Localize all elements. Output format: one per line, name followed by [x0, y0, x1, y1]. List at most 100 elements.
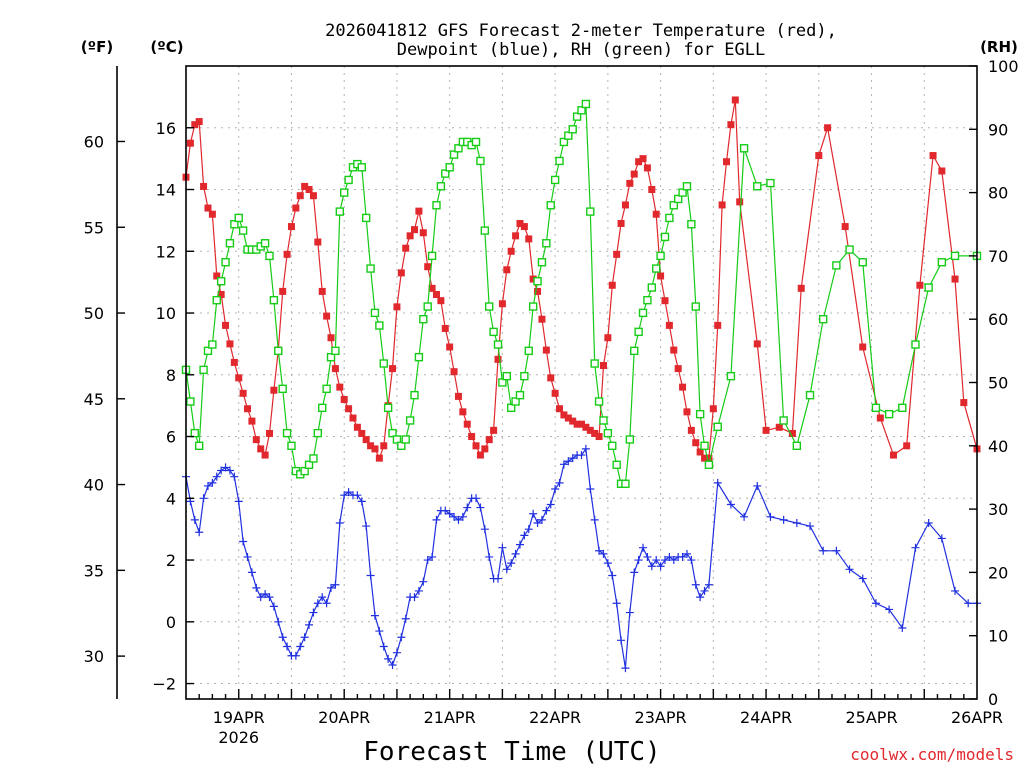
dewpoint-point [357, 497, 366, 506]
x-axis-label: Forecast Time (UTC) [363, 737, 660, 767]
dewpoint-point [252, 583, 261, 592]
fahrenheit-tick-label: 40 [84, 476, 104, 495]
dewpoint-point [568, 454, 577, 463]
dewpoint-point [445, 509, 454, 518]
dewpoint-point [344, 488, 353, 497]
dewpoint-point [463, 503, 472, 512]
dewpoint-point [401, 614, 410, 623]
dewpoint-point [634, 556, 643, 565]
temperature-point [481, 445, 489, 453]
dewpoint-point [388, 661, 397, 670]
dewpoint-point [225, 466, 234, 475]
rh-point [340, 188, 349, 197]
dewpoint-point [704, 580, 713, 589]
fahrenheit-tick-label: 55 [84, 218, 104, 237]
dewpoint-point [951, 586, 960, 595]
rh-point [441, 169, 450, 178]
rh-point [647, 283, 657, 292]
dewpoint-point [555, 478, 564, 487]
rh-point [427, 251, 437, 261]
dewpoint-point [335, 518, 344, 527]
dewpoint-point [221, 463, 230, 472]
temperature-point [582, 423, 590, 431]
temperature-point [257, 445, 265, 453]
dewpoint-point [832, 546, 841, 555]
temperature-point [613, 250, 621, 258]
dewpoint-point [472, 494, 481, 503]
dewpoint-point [726, 500, 735, 509]
celsius-tick-label: 0 [166, 613, 176, 632]
rh-point [673, 194, 683, 204]
temperature-point [476, 451, 484, 459]
rh-point [485, 302, 494, 311]
temperature-point [450, 368, 458, 376]
temperature-point [599, 362, 607, 370]
dewpoint-point [366, 571, 375, 580]
temperature-point [353, 423, 361, 431]
rh-point [524, 346, 533, 356]
temperature-point [547, 374, 555, 382]
rh-point [506, 403, 516, 413]
temperature-point [648, 186, 656, 194]
dewpoint-point [208, 478, 217, 487]
dewpoint-point [652, 556, 661, 565]
temperature-point [424, 263, 432, 271]
temperature-point [454, 392, 462, 400]
rh-point [845, 245, 854, 254]
rh-point [638, 308, 648, 318]
rh-point [858, 258, 867, 267]
rh-point [282, 428, 292, 438]
rh-point [445, 163, 454, 172]
temperature-line [185, 99, 978, 460]
temperature-point [657, 272, 665, 280]
rh-point [432, 201, 441, 210]
dewpoint-point [665, 552, 674, 561]
x-tick-label: 24APR [740, 708, 792, 727]
rh-point [322, 384, 331, 394]
rh-point [586, 207, 595, 216]
celsius-tick-label: 14 [156, 181, 176, 200]
temperature-point [244, 405, 252, 413]
dewpoint-point [230, 472, 239, 481]
temperature-point [520, 223, 528, 231]
rh-point [269, 296, 279, 305]
temperature-point [318, 287, 326, 295]
rh-point [700, 441, 709, 450]
rh-point [608, 441, 617, 450]
temperature-point [859, 343, 867, 351]
temperature-point [204, 204, 212, 212]
x-tick-label: 19APR [213, 708, 265, 727]
dewpoint-point [639, 543, 648, 552]
temperature-point [283, 250, 291, 258]
dewpoint-point [691, 580, 700, 589]
rh-point [520, 371, 529, 381]
temperature-point [485, 436, 493, 444]
rh-point [726, 371, 736, 381]
temperature-point [217, 290, 225, 298]
series-layer [181, 96, 982, 673]
dewpoint-point [524, 525, 533, 534]
temperature-point [586, 426, 594, 434]
rh-point [581, 99, 591, 109]
dewpoint-point [515, 540, 524, 549]
rh-point [287, 441, 296, 450]
rh-point [621, 479, 630, 488]
temperature-point [195, 118, 203, 126]
dewpoint-point [476, 503, 485, 512]
temperature-point [494, 355, 502, 363]
dewpoint-point [454, 515, 463, 524]
rh-point [203, 346, 213, 356]
dewpoint-point [331, 580, 340, 589]
rh-point [230, 220, 239, 229]
dewpoint-point [265, 593, 274, 602]
temperature-point [542, 346, 550, 354]
dewpoint-point [318, 593, 327, 602]
unit-label-rh: (RH) [980, 38, 1018, 56]
temperature-point [560, 411, 568, 419]
rh-point [542, 239, 551, 248]
rh-point [884, 409, 894, 419]
dewpoint-point [234, 497, 243, 506]
dewpoint-point [529, 509, 538, 518]
rh-point [480, 226, 490, 235]
rh-point [449, 150, 459, 159]
